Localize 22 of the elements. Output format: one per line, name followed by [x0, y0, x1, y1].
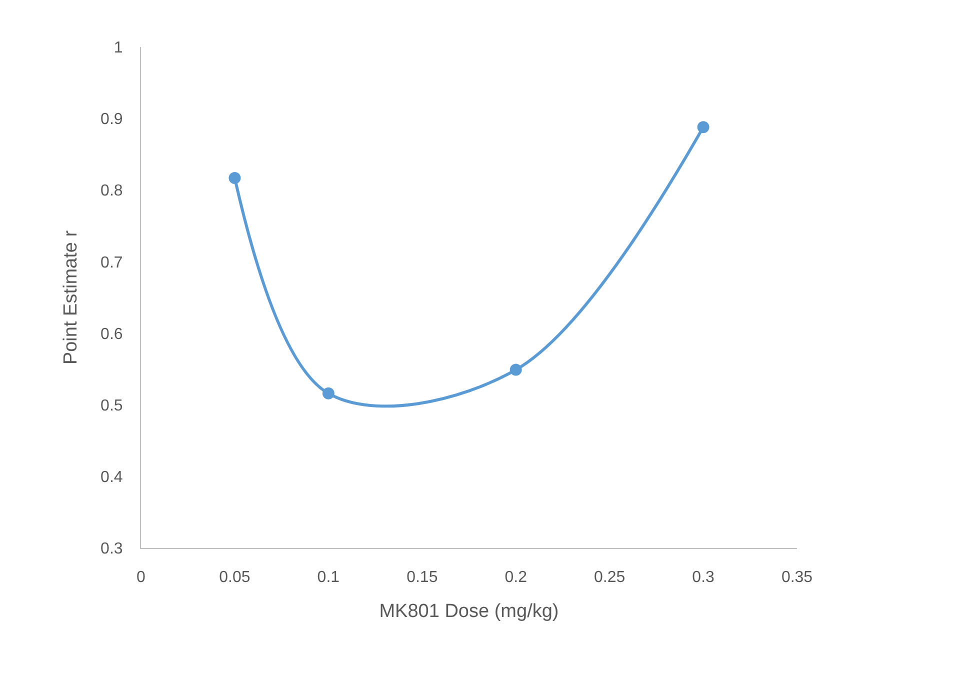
- y-tick-label: 0.5: [100, 397, 123, 414]
- x-tick-label: 0.2: [504, 569, 528, 586]
- point: [697, 121, 710, 134]
- point: [228, 172, 241, 184]
- point: [510, 364, 522, 376]
- x-tick-label: 0.3: [692, 569, 715, 586]
- y-tick-label: 0.6: [100, 326, 123, 343]
- x-tick-label: 0.1: [317, 569, 340, 586]
- y-tick-label: 0.9: [100, 111, 123, 128]
- y-axis-title: Point Estimate r: [60, 230, 82, 365]
- y-tick-label: 0.4: [100, 469, 123, 486]
- x-tick-label: 0.15: [406, 569, 438, 586]
- y-tick-label: 1: [114, 40, 123, 57]
- x-tick-label: 0.25: [594, 569, 626, 586]
- y-tick-label: 0.3: [100, 540, 123, 558]
- x-axis-title: MK801 Dose (mg/kg): [379, 601, 559, 622]
- y-tick-label: 0.7: [100, 254, 123, 272]
- y-tick-label: 0.8: [100, 182, 123, 200]
- x-tick-label: 0.05: [219, 569, 250, 586]
- x-tick-label: 0: [136, 569, 146, 586]
- x-tick-label: 0.35: [781, 569, 813, 586]
- point: [322, 387, 334, 400]
